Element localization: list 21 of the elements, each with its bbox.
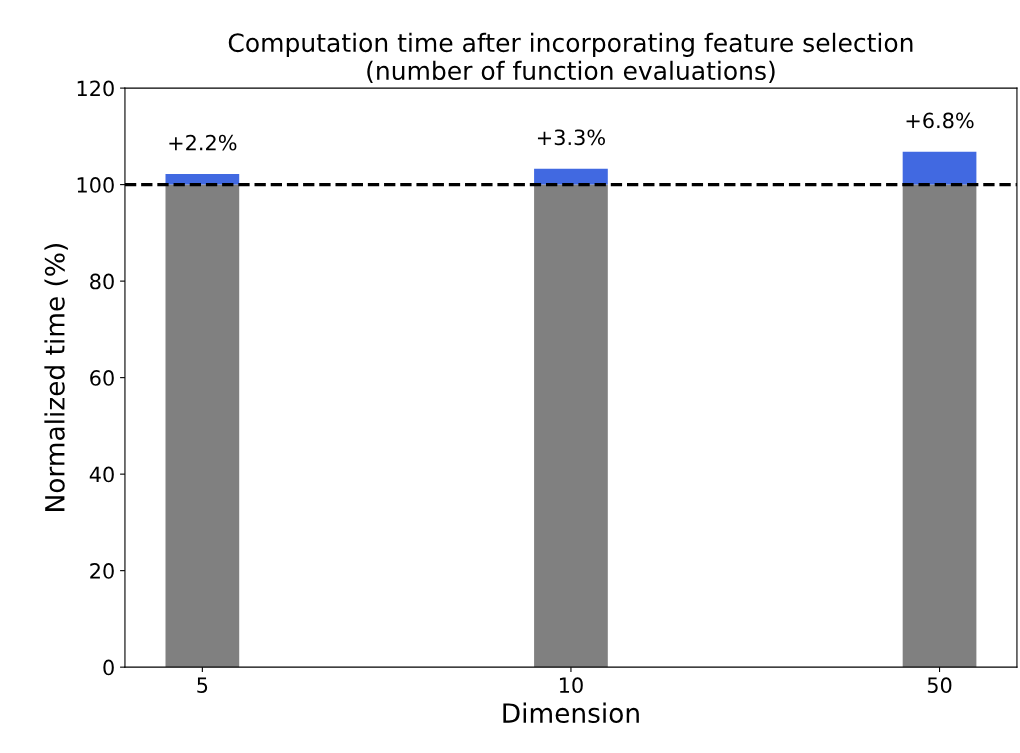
bar	[165, 184, 240, 668]
y-tick-label: 120	[77, 80, 114, 97]
x-tick-label: 5	[197, 677, 208, 694]
x-tick-label: 50	[927, 677, 952, 694]
x-tick-label: 10	[559, 677, 583, 694]
y-tick-label: 0	[103, 659, 114, 676]
y-tick-label: 60	[90, 370, 114, 386]
bar	[534, 184, 608, 668]
y-tick-label: 100	[77, 177, 114, 193]
x-axis-title: Dimension	[503, 702, 639, 724]
chart-title: Computation time after incorporating feature selection (number of function evaluations)	[228, 32, 913, 84]
y-axis-title: Normalized time (%)	[44, 244, 68, 511]
bar	[902, 184, 977, 668]
data-label: +2.2%	[169, 134, 237, 151]
bar	[534, 168, 608, 185]
y-tick-label: 40	[89, 466, 114, 483]
y-tick-label: 80	[90, 273, 114, 290]
data-label: +6.8%	[906, 112, 974, 129]
data-label: +3.3%	[537, 129, 605, 146]
y-tick-label: 20	[90, 563, 114, 579]
bar	[902, 151, 977, 185]
